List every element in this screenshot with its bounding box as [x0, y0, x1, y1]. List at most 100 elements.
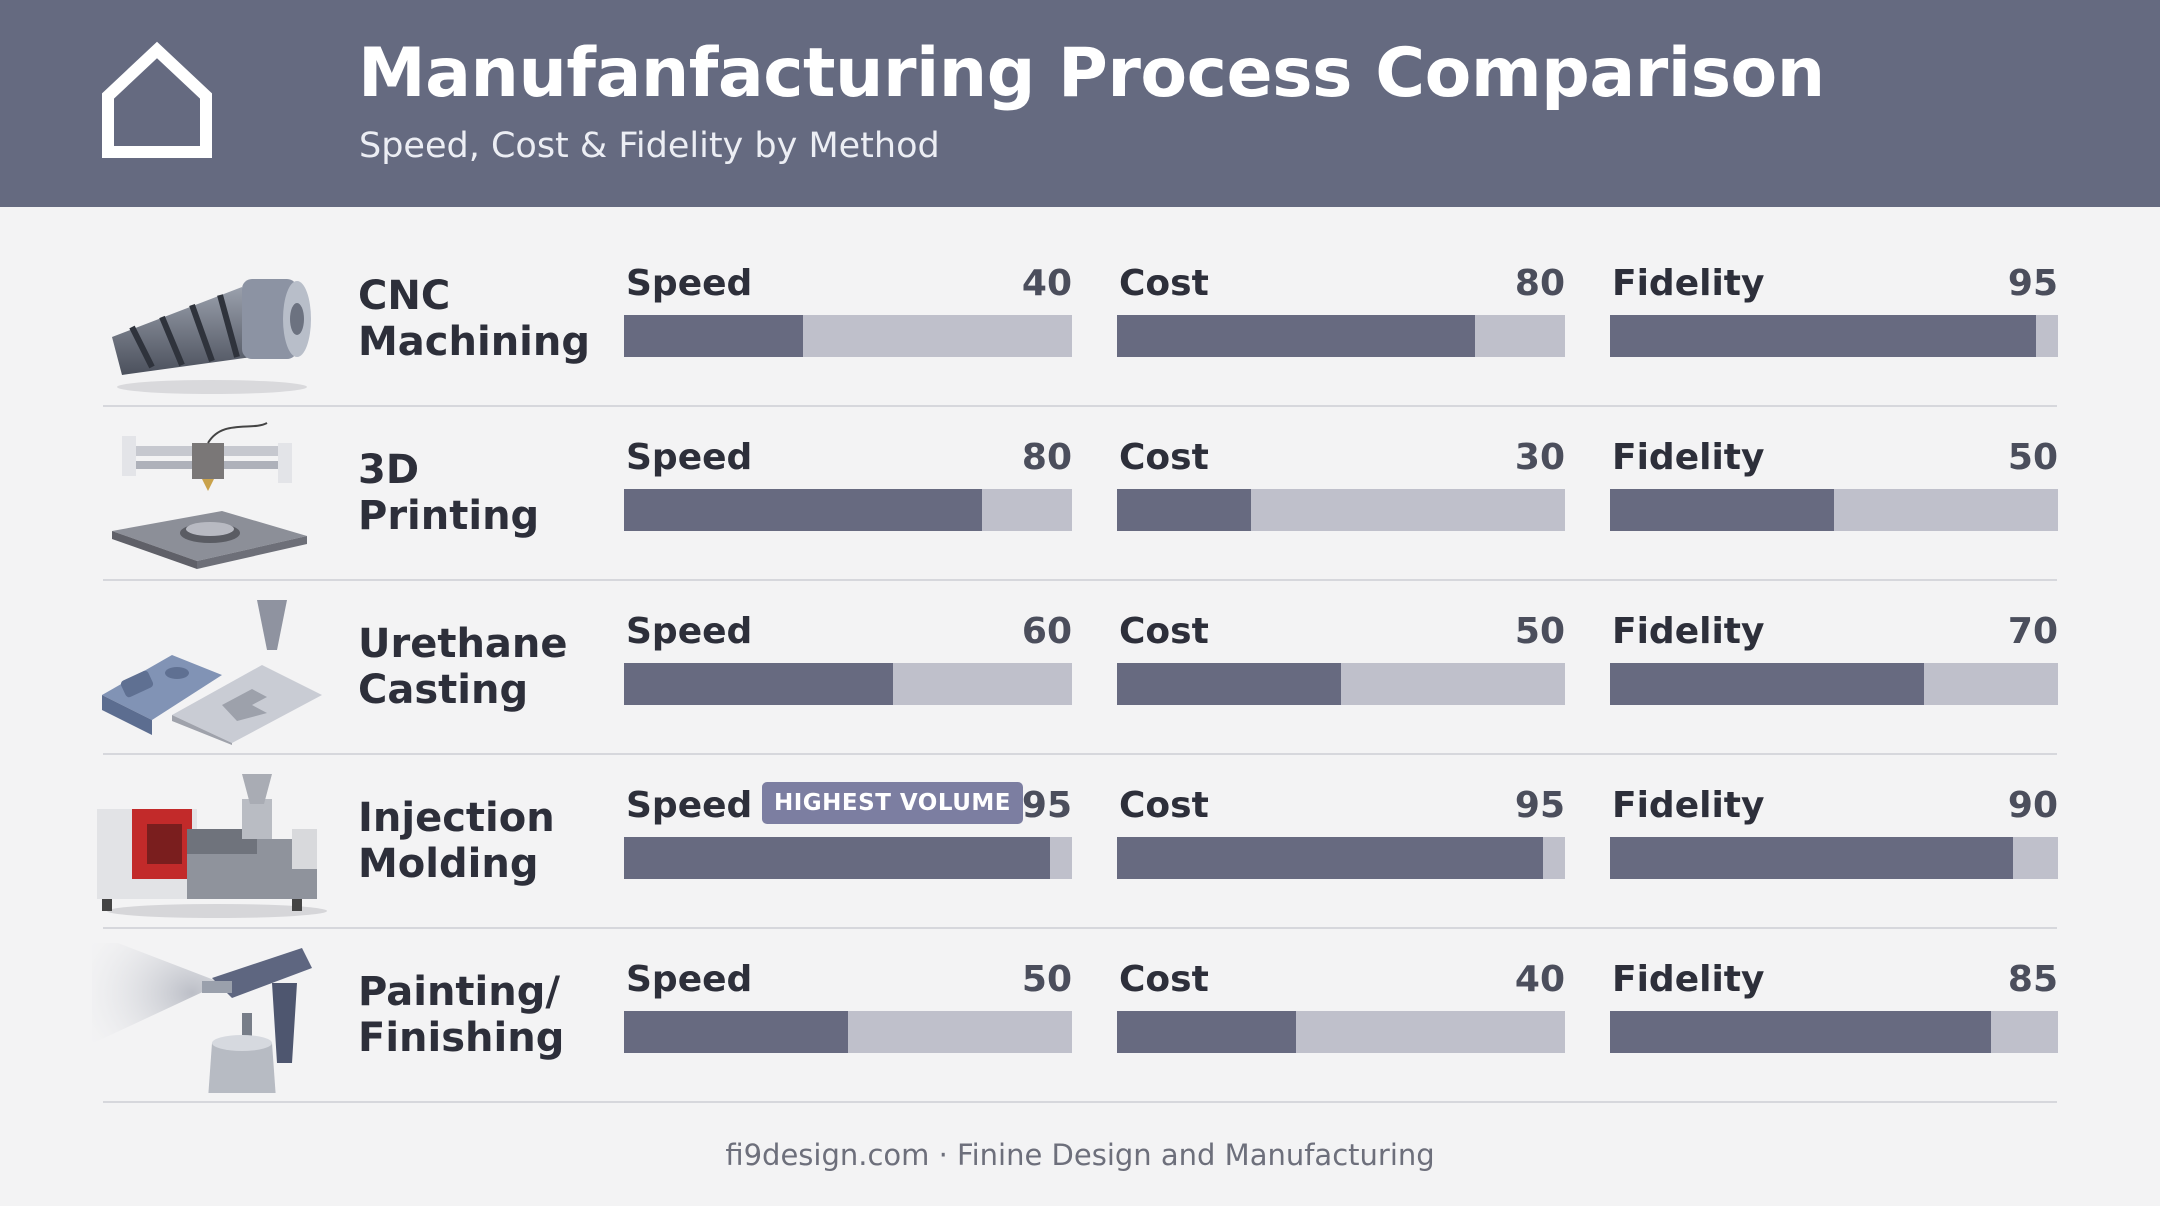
metric-cost: Cost 80: [1117, 263, 1565, 383]
row-divider: [103, 927, 2057, 929]
bar-track: [624, 663, 1072, 705]
metric-value: 95: [1021, 785, 1072, 826]
bar-track: [1610, 315, 2058, 357]
bar-track: [1610, 837, 2058, 879]
metric-value: 85: [2007, 959, 2058, 1000]
bar-track: [624, 315, 1072, 357]
bar-track: [1610, 489, 2058, 531]
bar-fill-cost: [1117, 663, 1341, 705]
metric-label: Cost: [1119, 785, 1209, 826]
bar-fill-cost: [1117, 489, 1252, 531]
bar-track: [1610, 1011, 2058, 1053]
metric-value: 90: [2007, 785, 2058, 826]
process-row: 3D Printing Speed 80 Cost 30 Fidelity 50: [0, 407, 2160, 581]
metric-label: Cost: [1119, 611, 1209, 652]
metric-value: 50: [1021, 959, 1072, 1000]
bar-track: [1117, 489, 1565, 531]
metric-value: 40: [1514, 959, 1565, 1000]
injection-molding-machine-icon: [97, 774, 327, 918]
row-divider: [103, 753, 2057, 755]
process-row: CNC Machining Speed 40 Cost 80 Fidelity 95: [0, 233, 2160, 407]
metric-label: Fidelity: [1612, 437, 1765, 478]
metric-cost: Cost 40: [1117, 959, 1565, 1079]
bar-fill-cost: [1117, 315, 1476, 357]
process-name: Injection Molding: [358, 795, 555, 887]
bar-track: [1117, 1011, 1565, 1053]
process-row: Injection Molding Speed HIGHEST VOLUME 95 Co…: [0, 755, 2160, 929]
page-title: Manufanfacturing Process Comparison: [358, 34, 1825, 113]
row-divider: [103, 405, 2057, 407]
bar-fill-fidelity: [1610, 1011, 1991, 1053]
metric-label: Fidelity: [1612, 785, 1765, 826]
process-row: Painting/ Finishing Speed 50 Cost 40 Fidelity…: [0, 929, 2160, 1103]
page-subtitle: Speed, Cost & Fidelity by Method: [359, 126, 940, 166]
metric-value: 95: [2007, 263, 2058, 304]
metric-value: 70: [2007, 611, 2058, 652]
metric-fidelity: Fidelity 90: [1610, 785, 2058, 905]
metric-value: 40: [1021, 263, 1072, 304]
header-banner: Manufanfacturing Process Comparison Spee…: [0, 0, 2160, 207]
bar-fill-cost: [1117, 837, 1543, 879]
process-name: Painting/ Finishing: [358, 969, 565, 1061]
bar-fill-speed: [624, 837, 1050, 879]
metric-speed: Speed 40: [624, 263, 1072, 383]
metric-value: 30: [1514, 437, 1565, 478]
metric-label: Fidelity: [1612, 959, 1765, 1000]
metric-label: Speed: [626, 785, 753, 826]
metric-speed: Speed 80: [624, 437, 1072, 557]
3d-printer-icon: [112, 422, 307, 569]
bar-fill-fidelity: [1610, 663, 1924, 705]
bar-track: [1117, 315, 1565, 357]
bar-fill-cost: [1117, 1011, 1297, 1053]
metric-label: Speed: [626, 959, 753, 1000]
metric-value: 50: [1514, 611, 1565, 652]
process-name: CNC Machining: [358, 273, 590, 365]
cnc-end-mill-icon: [112, 279, 311, 394]
metric-speed: Speed HIGHEST VOLUME 95: [624, 782, 1072, 905]
metric-fidelity: Fidelity 70: [1610, 611, 2058, 731]
bar-fill-fidelity: [1610, 489, 1834, 531]
bar-track: [624, 837, 1072, 879]
bar-track: [1117, 663, 1565, 705]
bar-track: [1117, 837, 1565, 879]
footer-credit: fi9design.com · Finine Design and Manufa…: [725, 1138, 1435, 1172]
metric-speed: Speed 60: [624, 611, 1072, 731]
house-outline-icon: [102, 41, 212, 158]
metric-fidelity: Fidelity 50: [1610, 437, 2058, 557]
metric-label: Fidelity: [1612, 263, 1765, 304]
row-divider: [103, 1101, 2057, 1103]
spray-gun-icon: [92, 943, 312, 1093]
metric-label: Speed: [626, 611, 753, 652]
metric-fidelity: Fidelity 95: [1610, 263, 2058, 383]
metric-speed: Speed 50: [624, 959, 1072, 1079]
metric-fidelity: Fidelity 85: [1610, 959, 2058, 1079]
row-divider: [103, 579, 2057, 581]
metric-cost: Cost 30: [1117, 437, 1565, 557]
metric-label: Speed: [626, 437, 753, 478]
metric-label: Fidelity: [1612, 611, 1765, 652]
metric-label: Cost: [1119, 263, 1209, 304]
metric-label: Cost: [1119, 437, 1209, 478]
metric-cost: Cost 95: [1117, 785, 1565, 905]
metric-value: 95: [1514, 785, 1565, 826]
metric-cost: Cost 50: [1117, 611, 1565, 731]
metric-value: 60: [1021, 611, 1072, 652]
bar-fill-speed: [624, 663, 893, 705]
bar-fill-fidelity: [1610, 837, 2014, 879]
bar-fill-speed: [624, 489, 983, 531]
bar-track: [624, 1011, 1072, 1053]
process-row: Urethane Casting Speed 60 Cost 50 Fidelity 70: [0, 581, 2160, 755]
metric-value: 80: [1514, 263, 1565, 304]
bar-fill-speed: [624, 1011, 848, 1053]
bar-fill-fidelity: [1610, 315, 2036, 357]
bar-track: [624, 489, 1072, 531]
process-name: 3D Printing: [358, 447, 540, 539]
bar-track: [1610, 663, 2058, 705]
bar-fill-speed: [624, 315, 804, 357]
metric-value: 80: [1021, 437, 1072, 478]
process-name: Urethane Casting: [358, 621, 568, 713]
metric-label: Speed: [626, 263, 753, 304]
silicone-mold-icon: [102, 600, 322, 745]
metric-value: 50: [2007, 437, 2058, 478]
highest-volume-badge: HIGHEST VOLUME: [762, 782, 1023, 824]
